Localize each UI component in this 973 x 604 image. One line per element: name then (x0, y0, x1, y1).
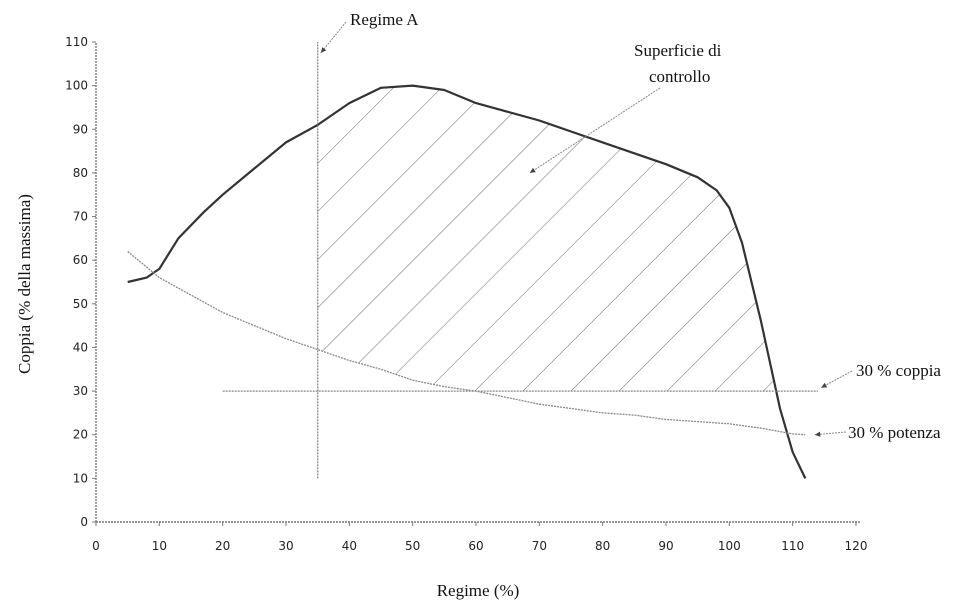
axes (92, 41, 860, 526)
potenza30-leader (814, 431, 847, 436)
y-tick-label: 40 (73, 340, 88, 354)
x-tick-label: 40 (342, 539, 357, 553)
regime-a-leader (320, 21, 347, 54)
tick-labels: 0 10 20 30 40 50 60 70 80 90 100 110 120 0 10 20 30 40 50 6… (65, 35, 867, 553)
y-tick-label: 50 (73, 297, 88, 311)
x-tick-label: 80 (595, 539, 610, 553)
x-tick-label: 60 (468, 539, 483, 553)
x-tick-label: 10 (152, 539, 167, 553)
y-tick-label: 0 (80, 515, 88, 529)
x-tick-label: 90 (658, 539, 673, 553)
x-tick-label: 0 (92, 539, 100, 553)
x-tick-label: 50 (405, 539, 420, 553)
series (127, 42, 818, 479)
superficie-label-line2: controllo (649, 67, 710, 86)
y-tick-label: 20 (73, 428, 88, 442)
superficie-label-line1: Superficie di (634, 41, 722, 60)
superficie-leader (529, 87, 661, 174)
regime-a-leader-head (320, 47, 327, 53)
x-tick-label: 70 (532, 539, 547, 553)
y-tick-label: 100 (65, 79, 88, 93)
annotations (320, 21, 853, 437)
y-tick-label: 30 (73, 384, 88, 398)
potenza30-label: 30 % potenza (848, 423, 941, 442)
x-tick-label: 100 (718, 539, 741, 553)
y-tick-label: 110 (65, 35, 88, 49)
x-tick-label: 20 (215, 539, 230, 553)
y-tick-label: 80 (73, 166, 88, 180)
control-surface-hatch (317, 85, 806, 392)
x-tick-label: 110 (781, 539, 804, 553)
coppia30-label: 30 % coppia (856, 361, 941, 380)
y-tick-label: 60 (73, 253, 88, 267)
y-tick-label: 90 (73, 122, 88, 136)
x-tick-label: 120 (845, 539, 868, 553)
regime-a-label: Regime A (350, 10, 419, 29)
x-tick-label: 30 (278, 539, 293, 553)
hatched-area (317, 85, 806, 392)
y-tick-label: 10 (73, 471, 88, 485)
y-axis-label: Coppia (% della massima) (15, 194, 34, 374)
y-tick-label: 70 (73, 210, 88, 224)
potenza30-leader-head (814, 431, 821, 437)
full-load-torque-line (127, 84, 807, 479)
superficie-leader-head (529, 167, 536, 173)
coppia30-leader-head (821, 382, 828, 388)
x-axis-label: Regime (%) (437, 581, 520, 600)
